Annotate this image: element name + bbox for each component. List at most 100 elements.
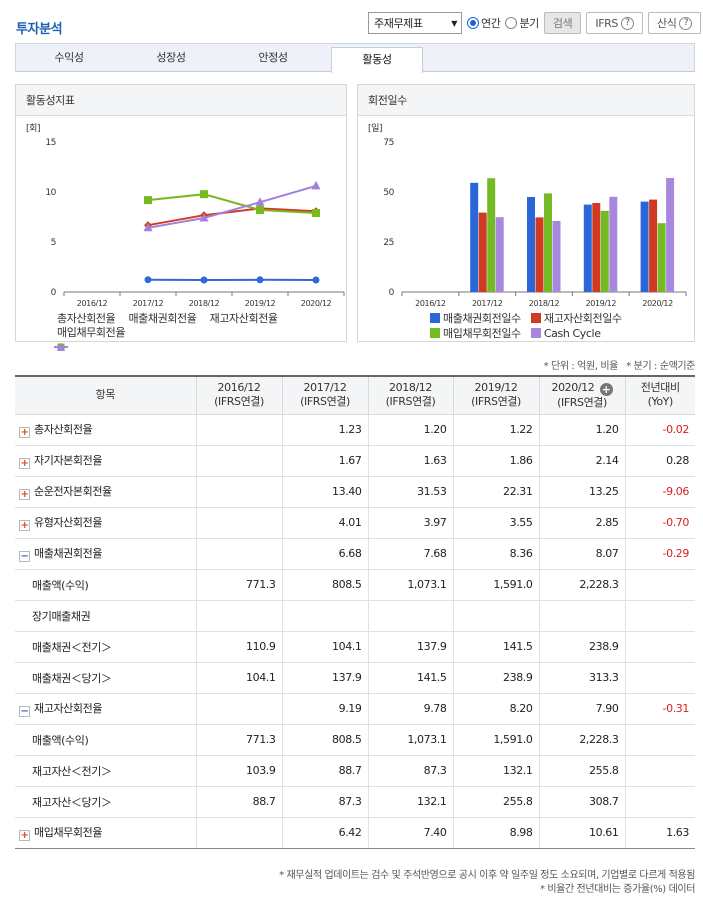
legend-swatch xyxy=(430,328,440,338)
data-point xyxy=(143,222,153,232)
row-label-cell[interactable]: + 매입채무회전율 xyxy=(15,816,197,849)
table-row: + 자기자본회전율 1.67 1.63 1.86 2.14 0.28 xyxy=(15,444,695,477)
data-point xyxy=(200,276,208,284)
header-basis: (IFRS연결) xyxy=(557,396,607,409)
value-cell: 110.9 xyxy=(195,630,283,663)
yoy-cell: -0.31 xyxy=(624,692,695,725)
value-cell xyxy=(195,413,283,446)
legend-item: 매입채무회전일수 xyxy=(430,326,521,340)
row-label-cell[interactable]: + 순운전자본회전율 xyxy=(15,475,197,508)
legend-label: 매출채권회전일수 xyxy=(443,312,521,325)
value-cell: 313.3 xyxy=(538,661,626,694)
value-cell: 255.8 xyxy=(538,754,626,787)
header-item: 항목 xyxy=(15,375,197,415)
bar xyxy=(649,199,658,292)
value-cell: 2,228.3 xyxy=(538,568,626,601)
expand-icon[interactable]: + xyxy=(19,457,30,470)
row-label-cell[interactable]: − 매출채권회전율 xyxy=(15,537,197,570)
ifrs-help-button[interactable]: IFRS ? xyxy=(586,12,643,34)
yoy-cell: 0.28 xyxy=(624,444,695,477)
row-label-cell: 재고자산＜당기＞ xyxy=(15,785,197,818)
formula-help-button[interactable]: 산식 ? xyxy=(647,12,702,34)
quarter-note-text: * 분기 : 순액기준 xyxy=(626,361,695,372)
header-year: 2018/12 xyxy=(389,381,432,395)
value-cell: 88.7 xyxy=(281,754,369,787)
yoy-cell: -0.02 xyxy=(624,413,695,446)
formula-label: 산식 xyxy=(656,17,677,30)
expand-icon[interactable]: + xyxy=(19,426,30,439)
value-cell: 238.9 xyxy=(452,661,540,694)
value-cell: 8.98 xyxy=(452,816,540,849)
value-cell: 2.14 xyxy=(538,444,626,477)
yoy-cell xyxy=(624,785,695,818)
row-label-cell[interactable]: + 유형자산회전율 xyxy=(15,506,197,539)
legend-item: 재고자산회전일수 xyxy=(530,311,622,325)
chevron-down-icon: ▼ xyxy=(451,18,457,28)
expand-icon[interactable]: + xyxy=(19,519,30,532)
tab-profitability[interactable]: 수익성 xyxy=(54,51,84,64)
add-column-icon[interactable]: + xyxy=(599,383,613,396)
bar xyxy=(640,201,649,292)
header-yoy-label: 전년대비 xyxy=(640,381,680,395)
table-row: + 유형자산회전율 4.01 3.97 3.55 2.85 -0.70 xyxy=(15,506,695,539)
header-year: 2019/12 xyxy=(474,381,518,395)
yoy-cell xyxy=(624,568,695,601)
expand-icon[interactable]: + xyxy=(19,829,30,842)
header-period: 2018/12 (IFRS연결) xyxy=(367,375,454,415)
row-label-cell: 매출액(수익) xyxy=(15,568,197,601)
value-cell: 6.42 xyxy=(281,816,369,849)
header-year: 2016/12 xyxy=(217,381,261,395)
expand-icon[interactable]: + xyxy=(19,488,30,501)
tab-growth[interactable]: 성장성 xyxy=(156,51,186,64)
data-point xyxy=(255,197,265,206)
table-row: − 재고자산회전율 9.19 9.78 8.20 7.90 -0.31 xyxy=(15,692,695,725)
activity-chart-title: 활동성지표 xyxy=(16,85,346,116)
value-cell: 8.07 xyxy=(538,537,626,570)
row-label-cell[interactable]: + 총자산회전율 xyxy=(15,413,197,446)
table-row: 매출액(수익) 771.3 808.5 1,073.1 1,591.0 2,228.3 xyxy=(15,723,695,756)
row-label-cell: 매출채권＜전기＞ xyxy=(15,630,197,663)
header-year: 2020/12 xyxy=(551,380,595,394)
bar xyxy=(544,193,552,292)
value-cell: 255.8 xyxy=(452,785,540,818)
row-label: 매출채권회전율 xyxy=(34,546,103,560)
yoy-cell xyxy=(624,661,695,694)
row-label-cell[interactable]: − 재고자산회전율 xyxy=(15,692,197,725)
value-cell: 137.9 xyxy=(367,630,454,663)
turnover-days-bar-chart: [일]75 50 25 0 2016/12 2017/12 2018/12 2019/12 20… xyxy=(368,123,687,308)
row-label: 장기매출채권 xyxy=(32,609,91,623)
turnover-days-title: 회전일수 xyxy=(358,85,694,116)
analysis-tabs: 수익성 성장성 안정성 활동성 xyxy=(15,43,695,73)
tab-activity[interactable]: 활동성 xyxy=(331,47,423,73)
bar xyxy=(527,197,535,292)
bar xyxy=(470,182,479,292)
collapse-icon[interactable]: − xyxy=(19,550,30,563)
x-tick-label: 2018/12 xyxy=(189,299,220,308)
tab-stability[interactable]: 안정성 xyxy=(258,51,288,64)
row-label-cell[interactable]: + 자기자본회전율 xyxy=(15,444,197,477)
value-cell: 238.9 xyxy=(538,630,626,663)
header-period: 2020/12 + (IFRS연결) xyxy=(538,375,626,415)
value-cell: 10.61 xyxy=(538,816,626,849)
value-cell: 808.5 xyxy=(281,723,369,756)
collapse-icon[interactable]: − xyxy=(19,705,30,718)
y-tick-label: 25 xyxy=(383,238,394,248)
y-tick-label: 50 xyxy=(383,188,394,198)
legend-item: Cash Cycle xyxy=(530,326,601,340)
x-tick-label: 2020/12 xyxy=(301,299,332,308)
yoy-cell xyxy=(624,599,695,632)
annual-radio[interactable]: 연간 xyxy=(467,15,501,31)
table-row: 재고자산＜당기＞ 88.7 87.3 132.1 255.8 308.7 xyxy=(15,785,695,818)
search-button[interactable]: 검색 xyxy=(543,12,582,34)
header-year: 2017/12 xyxy=(303,381,347,395)
bar xyxy=(552,221,561,292)
series-line xyxy=(147,193,317,214)
row-label: 매출액(수익) xyxy=(32,578,89,592)
value-cell: 1.86 xyxy=(452,444,540,477)
legend-label: 재고자산회전일수 xyxy=(543,312,622,325)
footer-note-2: * 비율간 전년대비는 증가율(%) 데이터 xyxy=(539,884,695,895)
statement-select[interactable]: 주재무제표 ▼ xyxy=(368,12,462,34)
table-row: 장기매출채권 xyxy=(15,599,695,632)
value-cell: 103.9 xyxy=(195,754,283,787)
quarter-radio[interactable]: 분기 xyxy=(505,15,539,31)
